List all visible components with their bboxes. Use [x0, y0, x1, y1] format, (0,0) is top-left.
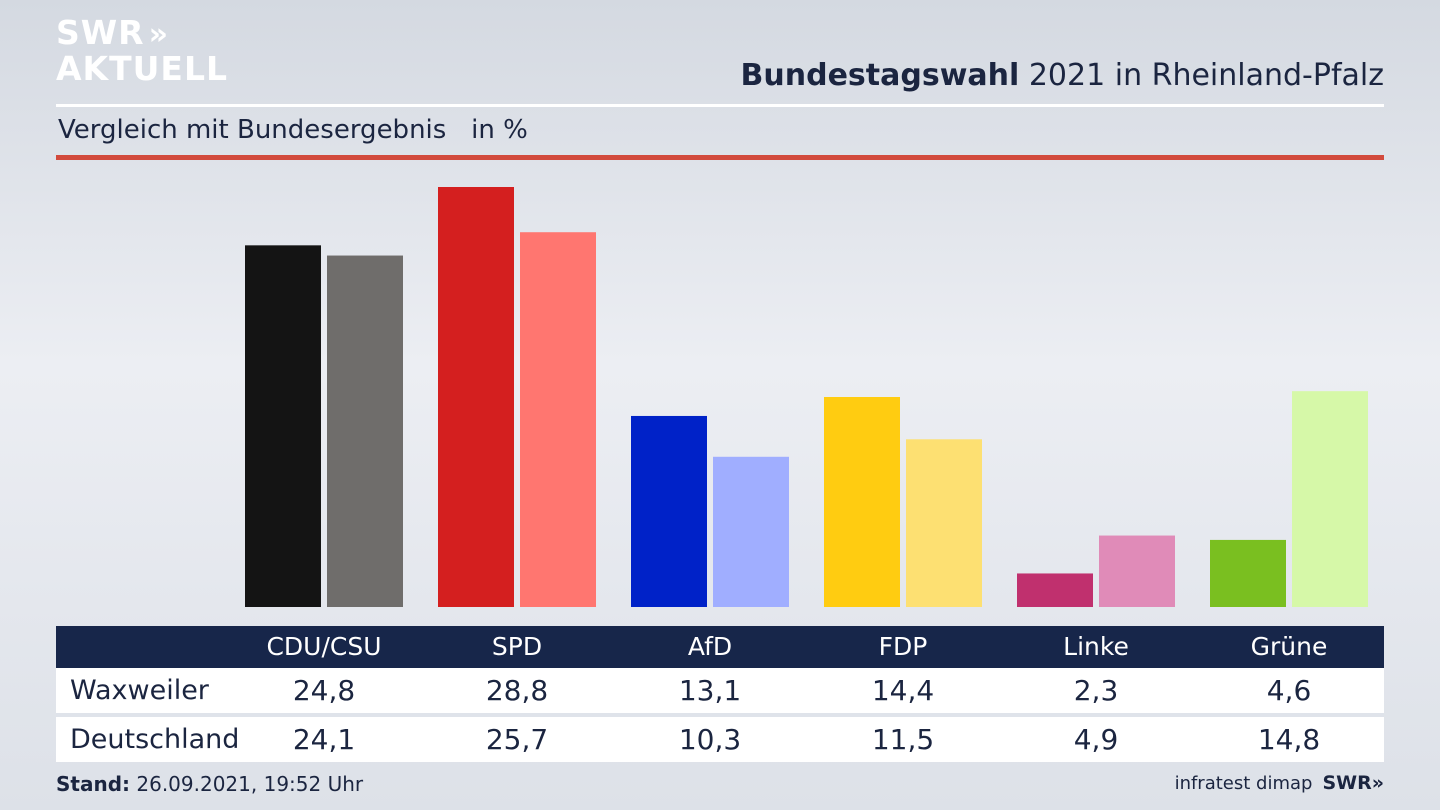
chart-title-bold: Bundestagswahl — [740, 58, 1020, 93]
timestamp: Stand: 26.09.2021, 19:52 Uhr — [56, 772, 363, 796]
value-cdu-csu-waxweiler: 24,8 — [292, 674, 356, 707]
value-spd-waxweiler: 28,8 — [485, 674, 549, 707]
bar-afd-waxweiler — [631, 415, 707, 607]
value-afd-waxweiler: 13,1 — [678, 674, 742, 707]
party-label-gr-ne: Grüne — [1250, 632, 1328, 661]
value-fdp-waxweiler: 14,4 — [871, 674, 935, 707]
value-linke-deutschland: 4,9 — [1073, 723, 1119, 756]
value-cdu-csu-deutschland: 24,1 — [292, 723, 356, 756]
value-fdp-deutschland: 11,5 — [871, 723, 935, 756]
bar-cdu-csu-deutschland — [327, 255, 403, 607]
waxweiler-row: Waxweiler 24,8 28,8 13,1 14,4 2,3 4,6 — [56, 668, 1384, 713]
bar-fdp-deutschland — [906, 439, 982, 607]
timestamp-value: 26.09.2021, 19:52 Uhr — [130, 772, 364, 796]
chart-subtitle: Vergleich mit Bundesergebnis in % — [58, 115, 528, 145]
value-afd-deutschland: 10,3 — [678, 723, 742, 756]
bar-cdu-csu-waxweiler — [245, 245, 321, 608]
title-divider — [56, 104, 1384, 107]
chart-title: Bundestagswahl 2021 in Rheinland-Pfalz — [741, 58, 1384, 93]
party-label-cdu-csu: CDU/CSU — [266, 632, 382, 661]
value-linke-waxweiler: 2,3 — [1073, 674, 1119, 707]
deutschland-row: Deutschland 24,1 25,7 10,3 11,5 4,9 14,8 — [56, 717, 1384, 762]
bar-gr-ne-deutschland — [1292, 391, 1368, 607]
swr-brand-mark: SWR» — [1322, 772, 1384, 794]
party-label-afd: AfD — [687, 632, 733, 661]
row-label-waxweiler: Waxweiler — [70, 675, 209, 706]
source-text: infratest dimap — [1174, 773, 1313, 794]
bar-fdp-waxweiler — [824, 397, 900, 607]
timestamp-label: Stand: — [56, 772, 131, 796]
value-spd-deutschland: 25,7 — [485, 723, 549, 756]
party-label-fdp: FDP — [878, 632, 928, 661]
value-gr-ne-deutschland: 14,8 — [1257, 723, 1321, 756]
party-label-spd: SPD — [491, 632, 543, 661]
bar-chart — [245, 187, 1368, 608]
bar-spd-deutschland — [520, 232, 596, 608]
value-gr-ne-waxweiler: 4,6 — [1266, 674, 1312, 707]
bar-linke-waxweiler — [1017, 573, 1093, 607]
row-separator — [56, 713, 1384, 717]
chart-title-rest: 2021 in Rheinland-Pfalz — [1019, 58, 1384, 93]
bar-afd-deutschland — [713, 456, 789, 607]
subtitle-divider — [56, 155, 1384, 160]
bar-gr-ne-waxweiler — [1210, 539, 1286, 607]
swr-aktuell-logo: SWR» AKTUELL — [56, 16, 256, 92]
row-label-deutschland: Deutschland — [70, 724, 240, 755]
logo-text-swr: SWR — [56, 13, 145, 52]
source-credit: infratest dimap SWR» — [1175, 772, 1384, 794]
bar-linke-deutschland — [1099, 535, 1175, 607]
bar-spd-waxweiler — [438, 187, 514, 607]
party-header-row: CDU/CSU SPD AfD FDP Linke Grüne — [56, 626, 1384, 668]
logo-text-aktuell: AKTUELL — [56, 49, 229, 88]
party-label-linke: Linke — [1063, 632, 1129, 661]
